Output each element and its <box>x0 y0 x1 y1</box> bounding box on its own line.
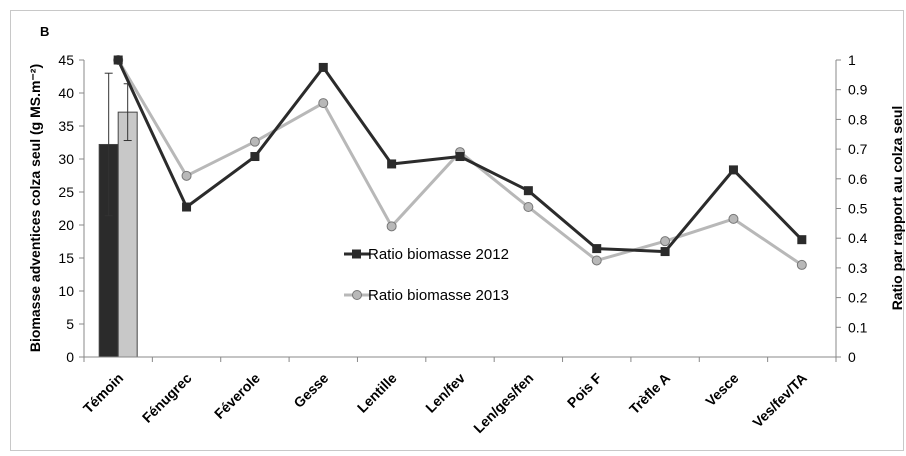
point-2012 <box>182 202 192 212</box>
y-tick-label: 15 <box>58 250 74 266</box>
y-axis-title: Biomasse adventices colza seul (g MS.m⁻²… <box>27 64 43 352</box>
x-category-label: Pois F <box>564 369 605 410</box>
point-2012 <box>113 55 123 65</box>
y-tick-label: 35 <box>58 118 74 134</box>
point-2013 <box>660 236 671 247</box>
point-2013 <box>728 213 739 224</box>
y-tick-label: 0 <box>66 349 74 365</box>
x-category-label: Len/fev <box>422 370 468 416</box>
x-category-label: Ves/fev/TA <box>749 370 810 431</box>
y2-tick-label: 0.4 <box>848 230 868 246</box>
series-line-2013 <box>116 59 803 267</box>
y-tick-label: 45 <box>58 52 74 68</box>
legend-label-2012: Ratio biomasse 2012 <box>368 246 509 263</box>
point-2012 <box>797 235 807 245</box>
x-category-label: Trèfle A <box>626 370 673 417</box>
y-tick-label: 40 <box>58 85 74 101</box>
y2-tick-label: 0.2 <box>848 290 868 306</box>
y-tick-label: 5 <box>66 316 74 332</box>
y2-tick-label: 0.1 <box>848 319 868 335</box>
point-2013 <box>523 202 534 213</box>
legend-label-2013: Ratio biomasse 2013 <box>368 287 509 304</box>
point-2012 <box>455 152 465 162</box>
point-2012 <box>250 152 260 162</box>
legend: Ratio biomasse 2012 Ratio biomasse 2013 <box>344 246 509 304</box>
x-category-label: Fénugrec <box>139 370 195 426</box>
y-tick-label: 20 <box>58 217 74 233</box>
bar-2013 <box>117 111 138 358</box>
y-tick-label: 25 <box>58 184 74 200</box>
x-category-label: Lentille <box>354 370 400 416</box>
y-tick-label: 30 <box>58 151 74 167</box>
point-2013 <box>591 255 602 266</box>
y2-tick-label: 0.6 <box>848 171 868 187</box>
point-2013 <box>181 170 192 181</box>
x-category-label: Vesce <box>702 370 742 410</box>
x-category-label: Témoin <box>80 370 127 417</box>
y2-tick-label: 0 <box>848 349 856 365</box>
y2-tick-label: 0.5 <box>848 201 868 217</box>
point-2012 <box>387 159 397 169</box>
point-2012 <box>660 247 670 257</box>
point-2013 <box>318 98 329 109</box>
y2-tick-label: 0.8 <box>848 111 868 127</box>
point-2012 <box>318 62 328 72</box>
point-2013 <box>386 221 397 232</box>
panel-label: B <box>40 24 49 39</box>
y-tick-label: 10 <box>58 283 74 299</box>
point-2012 <box>523 186 533 196</box>
y2-tick-label: 0.9 <box>848 82 868 98</box>
legend-marker-2012 <box>352 249 361 259</box>
legend-marker-2013 <box>352 290 362 300</box>
y2-axis-title: Ratio par rapport au colza seul <box>889 106 905 311</box>
y2-tick-label: 0.7 <box>848 141 868 157</box>
x-category-label: Gesse <box>290 370 331 411</box>
point-2013 <box>796 259 807 270</box>
x-category-label: Len/ges/fen <box>470 370 536 436</box>
point-2013 <box>249 136 260 147</box>
y2-tick-label: 0.3 <box>848 260 868 276</box>
y2-tick-label: 1 <box>848 52 856 68</box>
x-category-label: Féverole <box>211 370 263 422</box>
point-2012 <box>592 244 602 254</box>
point-2012 <box>728 165 738 175</box>
